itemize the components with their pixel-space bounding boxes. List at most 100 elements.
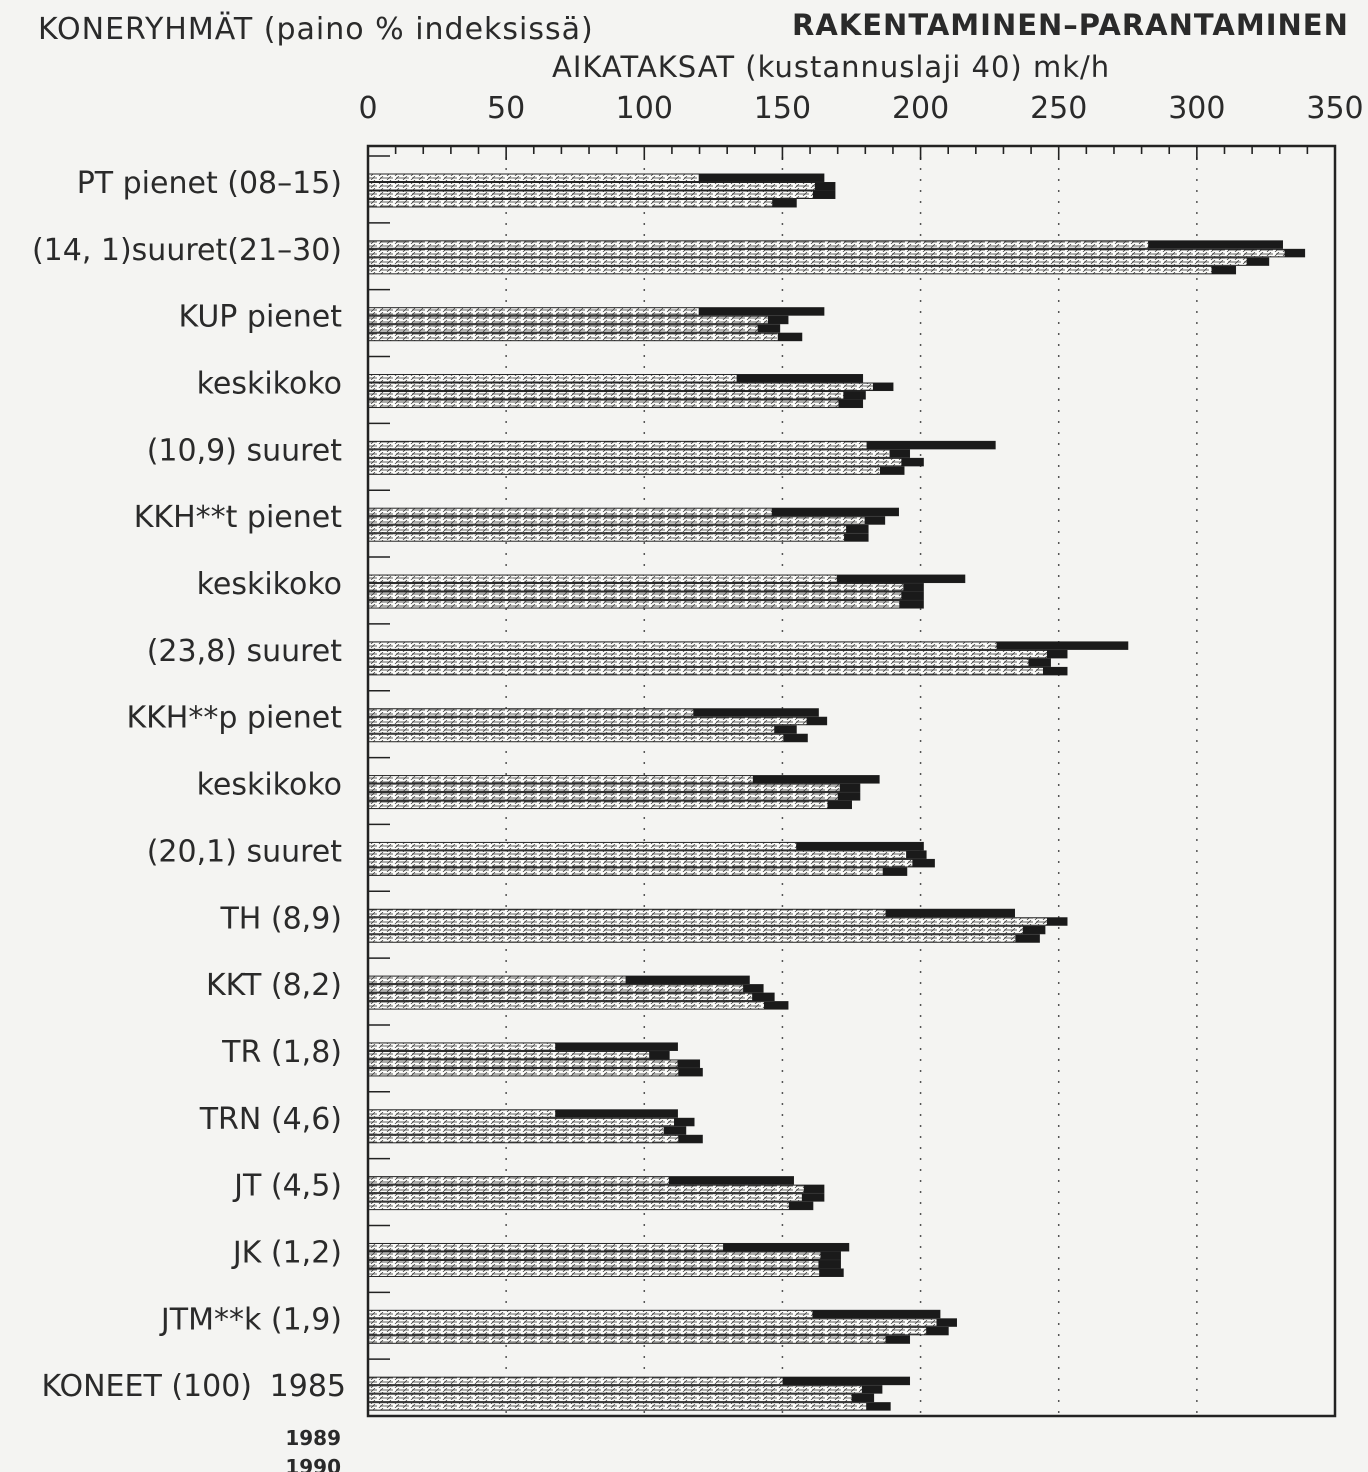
bar-1990-5 (367, 524, 869, 534)
bar-cap-1985-10 (796, 842, 924, 850)
bar-1990-13 (367, 1059, 701, 1068)
bar-cap-1985-4 (866, 441, 996, 449)
category-label: JT (4,5) (232, 1169, 342, 1204)
bar-cap-1989-9 (839, 784, 860, 792)
bar-1991-16 (367, 1268, 844, 1277)
bar-cap-1990-17 (926, 1327, 949, 1335)
bar-cap-1990-5 (846, 525, 869, 533)
bar-1989-1 (367, 248, 1306, 258)
bar-cap-1989-0 (814, 182, 835, 190)
bar-cap-1989-6 (903, 583, 924, 592)
bar-1989-0 (367, 182, 836, 191)
bar-cap-1990-4 (901, 458, 924, 466)
category-label: PT pienet (08–15) (77, 166, 342, 201)
bar-cap-1990-18 (851, 1394, 874, 1402)
bar-1990-2 (367, 324, 781, 333)
bar-1989-11 (367, 917, 1068, 926)
bar-cap-1991-4 (879, 466, 904, 475)
bar-cap-1991-0 (772, 199, 797, 207)
bar-1991-4 (367, 466, 905, 475)
x-tick-label: 0 (358, 91, 377, 126)
bar-1990-6 (367, 591, 924, 601)
bar-cap-1991-15 (788, 1202, 813, 1210)
year-label: 1990 (285, 1455, 341, 1472)
bar-cap-1991-14 (678, 1135, 703, 1143)
category-label: TH (8,9) (219, 901, 342, 936)
bar-1991-2 (367, 332, 803, 342)
x-tick-label: 250 (1030, 91, 1087, 126)
bar-cap-1991-12 (763, 1001, 788, 1010)
bar-cap-1990-6 (901, 592, 924, 600)
bar-1989-3 (367, 382, 894, 392)
bar-cap-1989-12 (743, 984, 764, 993)
bar-1989-15 (367, 1184, 825, 1194)
category-label: (10,9) suuret (147, 433, 343, 468)
bar-1991-8 (367, 733, 808, 743)
bar-1990-17 (367, 1326, 949, 1336)
bar-cap-1989-1 (1284, 249, 1305, 257)
bar-cap-1990-11 (1022, 926, 1045, 934)
bar-cap-1989-10 (906, 850, 927, 859)
bar-1989-14 (367, 1117, 695, 1127)
category-label: TR (1,8) (221, 1035, 342, 1070)
bar-cap-1985-9 (752, 775, 880, 784)
bar-1989-5 (367, 516, 886, 525)
bar-cap-1991-3 (838, 400, 863, 408)
bar-cap-1991-10 (882, 867, 907, 876)
bar-cap-1990-12 (752, 993, 775, 1001)
category-label: KKH**t pienet (134, 500, 343, 535)
bar-1990-15 (367, 1193, 825, 1202)
bar-cap-1989-14 (674, 1118, 695, 1126)
bar-cap-1990-7 (1028, 658, 1051, 667)
category-label: keskikoko (197, 768, 342, 803)
bar-1990-18 (367, 1393, 875, 1403)
bar-1990-9 (367, 792, 861, 801)
category-label: keskikoko (197, 567, 342, 602)
bar-cap-1985-8 (693, 708, 819, 717)
category-label: (14, 1)suuret(21–30) (32, 233, 342, 268)
bar-1991-5 (367, 533, 869, 542)
bar-1989-2 (367, 315, 789, 325)
bar-cap-1989-11 (1047, 917, 1068, 926)
bar-cap-1990-9 (837, 792, 860, 801)
bar-1989-7 (367, 649, 1068, 659)
bar-cap-1991-2 (777, 333, 802, 341)
bar-1989-17 (367, 1318, 957, 1327)
bar-1989-13 (367, 1050, 670, 1060)
bar-1991-6 (367, 600, 924, 609)
bar-cap-1985-12 (625, 976, 750, 984)
x-tick-label: 150 (754, 91, 811, 126)
bar-cap-1989-18 (861, 1385, 882, 1394)
bar-cap-1985-11 (885, 909, 1015, 917)
bar-cap-1990-13 (677, 1059, 700, 1068)
bar-1991-11 (367, 934, 1040, 943)
bar-1989-9 (367, 783, 861, 793)
bar-cap-1985-16 (723, 1243, 849, 1251)
bar-1990-8 (367, 725, 797, 734)
bar-cap-1990-10 (912, 859, 935, 867)
bar-cap-1989-3 (872, 383, 893, 391)
bar-cap-1991-5 (844, 533, 869, 542)
year-legend: 1985198919901991 (270, 1369, 346, 1472)
bar-cap-1991-8 (783, 734, 808, 742)
bar-cap-1991-11 (1015, 934, 1040, 943)
bar-cap-1990-15 (801, 1193, 824, 1202)
bar-1991-13 (367, 1067, 703, 1077)
category-label: JTM**k (1,9) (159, 1302, 342, 1337)
bar-1991-7 (367, 666, 1068, 676)
bar-1990-0 (367, 190, 836, 199)
bar-cap-1989-7 (1047, 650, 1068, 658)
bar-cap-1989-2 (767, 316, 788, 324)
y-category-labels: PT pienet (08–15) (14, 1)suuret(21–30) KUP… (32, 166, 342, 1404)
bar-cap-1985-15 (668, 1176, 794, 1185)
bar-1989-10 (367, 850, 927, 859)
bar-cap-1990-3 (843, 391, 866, 400)
bar-cap-1985-5 (771, 508, 899, 516)
category-label: JK (1,2) (231, 1235, 342, 1270)
bar-1990-16 (367, 1259, 841, 1269)
bar-1991-0 (367, 199, 797, 208)
bar-1989-4 (367, 449, 911, 458)
bar-cap-1990-14 (663, 1126, 686, 1135)
bar-cap-1985-3 (736, 374, 863, 383)
category-label: KKT (8,2) (206, 968, 342, 1003)
